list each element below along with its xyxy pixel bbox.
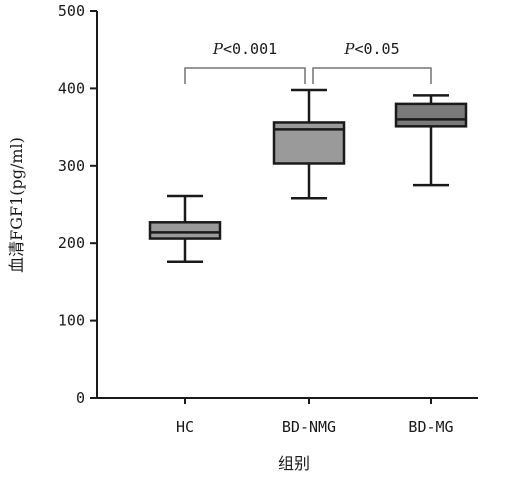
p-symbol: P [212,40,224,58]
p-symbol: P [343,40,355,58]
box-bd-nmg [272,88,346,200]
x-tick-label: BD-NMG [282,418,336,436]
y-tick-label: 100 [58,312,85,330]
box-bd-mg [394,94,468,187]
interquartile-box [148,221,222,240]
p-value-label: P<0.001 [212,40,277,58]
y-tick-label: 200 [58,234,85,252]
bracket-line [184,67,306,84]
significance-brackets: P<0.001 P<0.05 [184,40,432,84]
axes: 0 100 200 300 400 500 HC BD-NMG BD-MG [58,2,478,436]
interquartile-box [394,102,468,128]
y-tick-label: 300 [58,157,85,175]
x-tick-label: BD-MG [408,418,453,436]
box-hc [148,194,222,264]
x-tick-label: HC [176,418,194,436]
x-axis-title: 组别 [278,454,310,473]
bracket-bd-nmg-bd-mg: P<0.05 [312,40,432,84]
p-threshold: <0.05 [354,40,399,58]
y-axis-title: 血清FGF1(pg/ml) [7,137,26,273]
y-tick-label: 0 [76,389,85,407]
y-tick-label: 400 [58,79,85,97]
y-tick-label: 500 [58,2,85,20]
p-value-label: P<0.05 [343,40,399,58]
bracket-hc-bd-nmg: P<0.001 [184,40,306,84]
bracket-line [312,67,432,84]
box-series [148,88,468,264]
p-threshold: <0.001 [223,40,277,58]
